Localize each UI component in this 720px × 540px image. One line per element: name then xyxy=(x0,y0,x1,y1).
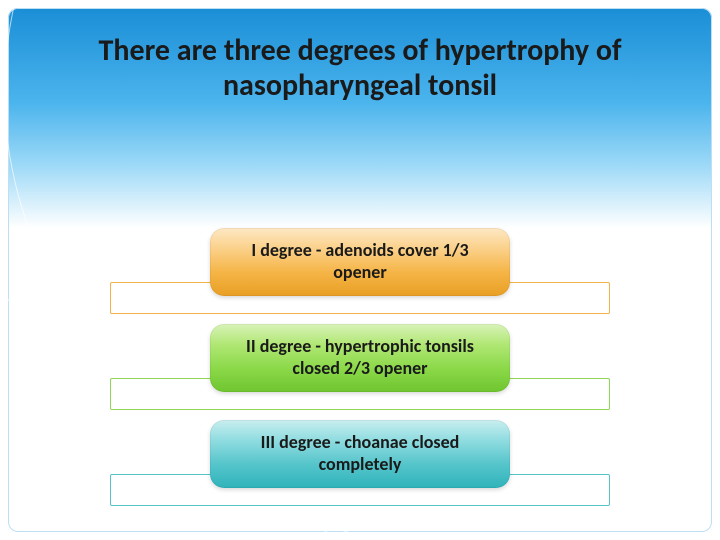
degree-pill-2: II degree - hypertrophic tonsils closed … xyxy=(210,324,510,392)
slide-title: There are three degrees of hypertrophy o… xyxy=(8,34,712,103)
slide: There are three degrees of hypertrophy o… xyxy=(8,8,712,532)
degree-pill-1: I degree - adenoids cover 1/3 opener xyxy=(210,228,510,296)
degree-row-1: I degree - adenoids cover 1/3 opener xyxy=(110,228,610,302)
degree-row-2: II degree - hypertrophic tonsils closed … xyxy=(110,324,610,398)
content-list: I degree - adenoids cover 1/3 opener II … xyxy=(8,228,712,494)
degree-row-3: III degree - choanae closed completely xyxy=(110,420,610,494)
degree-pill-3: III degree - choanae closed completely xyxy=(210,420,510,488)
